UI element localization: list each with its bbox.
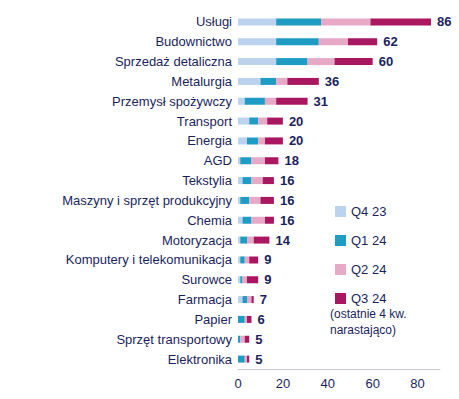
svg-text:Budownictwo: Budownictwo — [155, 34, 232, 49]
svg-text:Chemia: Chemia — [187, 213, 233, 228]
svg-text:Farmacja: Farmacja — [178, 292, 233, 307]
svg-text:Maszyny i sprzęt produkcyjny: Maszyny i sprzęt produkcyjny — [62, 193, 232, 208]
svg-text:Przemysł spożywczy: Przemysł spożywczy — [112, 94, 232, 109]
svg-text:18: 18 — [284, 153, 298, 168]
svg-text:40: 40 — [321, 376, 335, 391]
svg-text:60: 60 — [379, 54, 393, 69]
svg-text:6: 6 — [257, 312, 264, 327]
svg-text:AGD: AGD — [204, 153, 232, 168]
svg-text:Surowce: Surowce — [181, 272, 232, 287]
svg-text:16: 16 — [280, 193, 294, 208]
svg-text:20: 20 — [289, 133, 303, 148]
svg-text:Q4 23: Q4 23 — [351, 204, 386, 219]
svg-text:Komputery i telekomunikacja: Komputery i telekomunikacja — [66, 252, 233, 267]
svg-text:Energia: Energia — [187, 133, 233, 148]
svg-text:(ostatnie 4 kw.: (ostatnie 4 kw. — [330, 307, 407, 321]
svg-text:Usługi: Usługi — [196, 14, 232, 29]
svg-text:60: 60 — [365, 376, 379, 391]
svg-text:16: 16 — [280, 213, 294, 228]
svg-text:31: 31 — [314, 94, 328, 109]
svg-text:5: 5 — [255, 332, 262, 347]
svg-text:7: 7 — [260, 292, 267, 307]
svg-text:20: 20 — [289, 114, 303, 129]
svg-text:Motoryzacja: Motoryzacja — [162, 233, 233, 248]
svg-text:Elektronika: Elektronika — [168, 352, 233, 367]
svg-text:20: 20 — [276, 376, 290, 391]
svg-text:Q3 24: Q3 24 — [351, 291, 386, 306]
svg-text:Sprzęt transportowy: Sprzęt transportowy — [116, 332, 232, 347]
svg-text:Transport: Transport — [177, 114, 233, 129]
svg-text:Papier: Papier — [194, 312, 232, 327]
svg-text:62: 62 — [383, 34, 397, 49]
svg-text:Q1 24: Q1 24 — [351, 233, 386, 248]
svg-text:Metalurgia: Metalurgia — [171, 74, 232, 89]
svg-text:0: 0 — [234, 376, 241, 391]
svg-text:86: 86 — [437, 14, 451, 29]
svg-text:16: 16 — [280, 173, 294, 188]
svg-text:80: 80 — [410, 376, 424, 391]
svg-text:36: 36 — [325, 74, 339, 89]
svg-text:Q2 24: Q2 24 — [351, 262, 386, 277]
svg-text:narastająco): narastająco) — [330, 323, 396, 337]
svg-text:9: 9 — [264, 252, 271, 267]
svg-text:Sprzedaż detaliczna: Sprzedaż detaliczna — [115, 54, 233, 69]
svg-text:14: 14 — [275, 233, 290, 248]
svg-text:9: 9 — [264, 272, 271, 287]
svg-text:5: 5 — [255, 352, 262, 367]
svg-text:Tekstylia: Tekstylia — [182, 173, 233, 188]
